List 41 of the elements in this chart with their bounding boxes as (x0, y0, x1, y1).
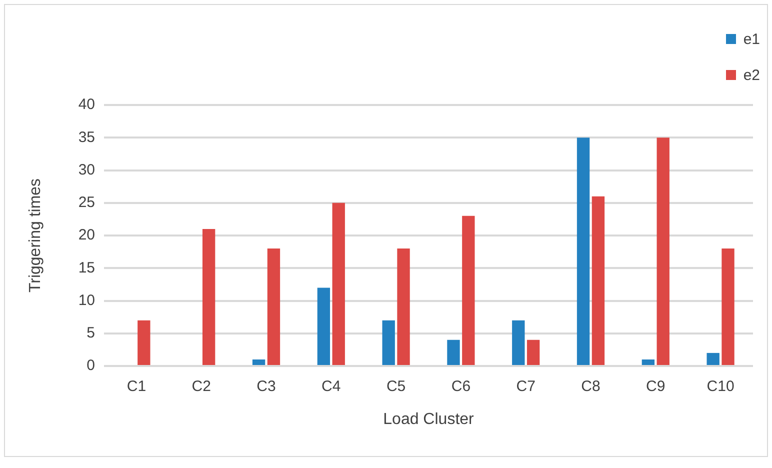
x-tick-label: C5 (386, 378, 406, 396)
bar (397, 248, 410, 365)
bar (447, 340, 460, 365)
bar (252, 359, 266, 365)
bar (526, 340, 540, 365)
y-tick-label: 25 (78, 194, 95, 212)
bar (706, 352, 720, 365)
bar (576, 138, 590, 365)
y-tick-label: 40 (78, 96, 95, 114)
y-tick-label: 0 (86, 357, 95, 374)
y-tick-label: 10 (78, 292, 95, 309)
y-tick-label: 15 (78, 259, 95, 276)
bar (317, 288, 330, 365)
bar (722, 248, 734, 365)
x-axis-title: Load Cluster (383, 410, 475, 428)
y-tick-label: 20 (78, 226, 95, 244)
x-tick-label: C7 (516, 378, 536, 396)
bar (462, 216, 475, 365)
bar (382, 320, 395, 365)
y-tick-label: 30 (78, 161, 95, 178)
bar (642, 359, 655, 365)
bar (138, 320, 150, 365)
bar (202, 228, 216, 365)
x-tick-label: C4 (322, 378, 341, 396)
x-tick-label: C9 (646, 378, 666, 396)
x-tick-label: C8 (581, 378, 600, 396)
y-tick-label: 5 (86, 324, 95, 342)
legend-label: e1 (743, 30, 760, 48)
x-tick-label: C3 (256, 378, 276, 396)
x-tick-label: C10 (706, 378, 734, 396)
bar (592, 196, 605, 365)
bar (332, 202, 345, 365)
x-tick-label: C1 (126, 378, 146, 396)
x-tick-label: C6 (451, 378, 471, 396)
bar (267, 248, 280, 365)
y-tick-label: 35 (78, 128, 95, 146)
bar (512, 320, 525, 365)
x-tick-label: C2 (192, 378, 211, 396)
legend-label: e2 (743, 66, 760, 84)
bar (656, 138, 670, 365)
y-axis-title: Triggering times (27, 178, 44, 293)
